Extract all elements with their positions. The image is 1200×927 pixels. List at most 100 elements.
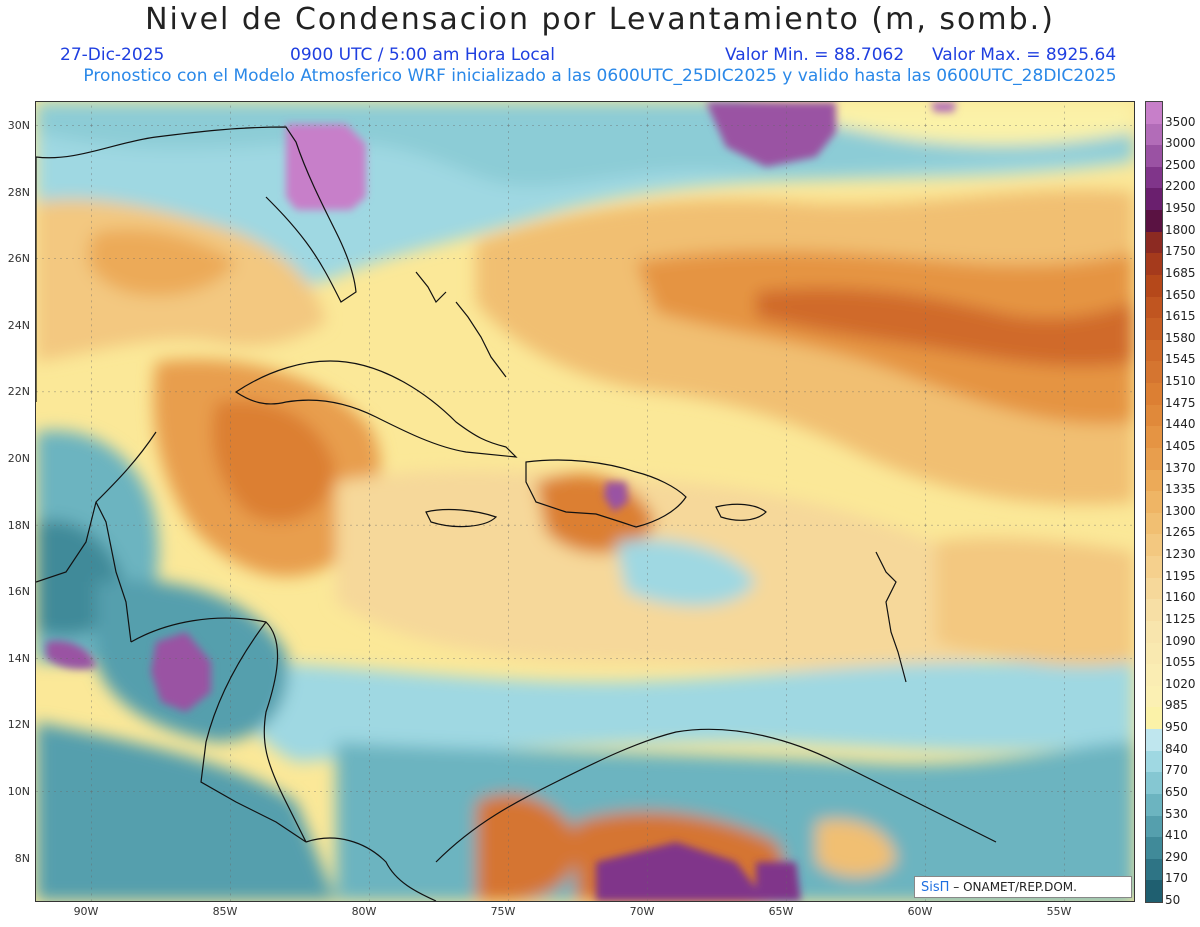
- colorbar-level-label: 530: [1165, 806, 1188, 821]
- colorbar-level-label: 1750: [1165, 244, 1196, 259]
- colorbar-level-label: 1545: [1165, 352, 1196, 367]
- colorbar-swatch: [1146, 512, 1162, 535]
- colorbar-swatch: [1146, 361, 1162, 384]
- colorbar-level-label: 1440: [1165, 417, 1196, 432]
- colorbar-swatch: [1146, 188, 1162, 211]
- colorbar-level-label: 770: [1165, 763, 1188, 778]
- colorbar-level-label: 1160: [1165, 590, 1196, 605]
- colorbar-swatch: [1146, 210, 1162, 233]
- lon-label-85w: 85W: [212, 905, 238, 918]
- lat-label-20n: 20N: [7, 452, 30, 465]
- colorbar-swatch: [1146, 577, 1162, 600]
- colorbar-swatch: [1146, 793, 1162, 816]
- colorbar-swatch: [1146, 772, 1162, 795]
- colorbar-level-label: 2500: [1165, 157, 1196, 172]
- lon-label-80w: 80W: [351, 905, 377, 918]
- lat-label-8n: 8N: [14, 851, 30, 865]
- colorbar-level-label: 1055: [1165, 655, 1196, 670]
- colorbar-level-label: 1370: [1165, 460, 1196, 475]
- colorbar-level-label: 1615: [1165, 309, 1196, 324]
- max-value-label: Valor Max. = 8925.64: [932, 45, 1117, 65]
- colorbar-swatch: [1146, 296, 1162, 319]
- colorbar-swatch: [1146, 491, 1162, 514]
- time-label: 0900 UTC / 5:00 am Hora Local: [290, 45, 555, 65]
- lat-label-16n: 16N: [7, 585, 30, 599]
- min-value-label: Valor Min. = 88.7062: [725, 45, 905, 65]
- colorbar-swatch: [1146, 426, 1162, 449]
- colorbar-swatch: [1146, 253, 1162, 276]
- lon-label-70w: 70W: [629, 905, 655, 918]
- colorbar-swatch: [1146, 664, 1162, 687]
- colorbar-swatch: [1146, 123, 1162, 146]
- coastlines: [36, 126, 997, 901]
- lat-label-30n: 30N: [7, 119, 30, 132]
- colorbar-level-label: 1195: [1165, 568, 1196, 583]
- colorbar-swatch: [1146, 166, 1162, 189]
- colorbar-swatch: [1146, 469, 1162, 492]
- lat-label-26n: 26N: [7, 252, 30, 266]
- colorbar-swatch: [1146, 102, 1162, 125]
- credit-box: SisΠ – ONAMET/REP.DOM.: [914, 876, 1132, 898]
- colorbar-level-label: 1265: [1165, 525, 1196, 540]
- colorbar-level-label: 1685: [1165, 265, 1196, 280]
- lat-label-12n: 12N: [7, 718, 30, 732]
- lat-label-22n: 22N: [7, 385, 30, 399]
- colorbar-level-label: 410: [1165, 828, 1188, 843]
- colorbar-level-label: 1580: [1165, 330, 1196, 345]
- colorbar-swatch: [1146, 404, 1162, 427]
- colorbar-swatch: [1146, 837, 1162, 860]
- colorbar-swatch: [1146, 880, 1162, 903]
- colorbar-swatch: [1146, 599, 1162, 622]
- colorbar-swatch: [1146, 145, 1162, 168]
- colorbar-level-label: 1475: [1165, 395, 1196, 410]
- lat-label-28n: 28N: [7, 185, 30, 199]
- lat-label-10n: 10N: [7, 785, 30, 798]
- colorbar-swatch: [1146, 707, 1162, 730]
- date-label: 27-Dic-2025: [60, 45, 165, 65]
- colorbar-swatch: [1146, 534, 1162, 557]
- colorbar-level-label: 1090: [1165, 633, 1196, 648]
- credit-text: – ONAMET/REP.DOM.: [953, 880, 1077, 894]
- colorbar-swatch: [1146, 815, 1162, 838]
- colorbar-level-label: 1650: [1165, 287, 1196, 302]
- colorbar-level-label: 1230: [1165, 547, 1196, 562]
- colorbar-level-label: 1125: [1165, 611, 1196, 626]
- colorbar-swatch: [1146, 642, 1162, 665]
- colorbar-level-label: 50: [1165, 893, 1181, 907]
- colorbar-level-label: 1335: [1165, 482, 1196, 497]
- colorbar-swatch: [1146, 447, 1162, 471]
- colorbar-swatch: [1146, 556, 1162, 579]
- colorbar-level-label: 170: [1165, 871, 1188, 886]
- colorbar: [1145, 101, 1163, 903]
- colorbar-swatch: [1146, 620, 1162, 644]
- sis-logo-text: SisΠ: [921, 880, 950, 895]
- lon-label-60w: 60W: [907, 905, 933, 918]
- lat-label-24n: 24N: [7, 318, 30, 332]
- colorbar-level-label: 3500: [1165, 114, 1196, 129]
- colorbar-level-label: 1510: [1165, 374, 1196, 389]
- colorbar-swatch: [1146, 750, 1162, 773]
- colorbar-level-label: 985: [1165, 698, 1188, 713]
- map-title: Nivel de Condensacion por Levantamiento …: [145, 2, 1055, 37]
- lon-label-55w: 55W: [1046, 905, 1072, 918]
- colorbar-level-label: 1950: [1165, 201, 1196, 216]
- colorbar-swatch: [1146, 383, 1162, 406]
- colorbar-level-label: 1405: [1165, 438, 1196, 453]
- colorbar-level-label: 3000: [1165, 136, 1196, 151]
- colorbar-swatch: [1146, 274, 1162, 298]
- colorbar-level-label: 1020: [1165, 676, 1196, 691]
- colorbar-level-label: 1300: [1165, 503, 1196, 518]
- colorbar-level-label: 950: [1165, 720, 1188, 735]
- map-field: [36, 102, 1134, 901]
- lon-label-90w: 90W: [73, 905, 99, 918]
- colorbar-level-label: 2200: [1165, 179, 1196, 194]
- lat-label-18n: 18N: [7, 518, 30, 532]
- colorbar-level-label: 650: [1165, 784, 1188, 799]
- map-panel: [35, 101, 1135, 902]
- model-info-label: Pronostico con el Modelo Atmosferico WRF…: [83, 66, 1117, 86]
- colorbar-swatch: [1146, 318, 1162, 341]
- lat-label-14n: 14N: [7, 651, 30, 665]
- colorbar-level-label: 840: [1165, 741, 1188, 756]
- colorbar-level-label: 1800: [1165, 222, 1196, 237]
- colorbar-swatch: [1146, 729, 1162, 752]
